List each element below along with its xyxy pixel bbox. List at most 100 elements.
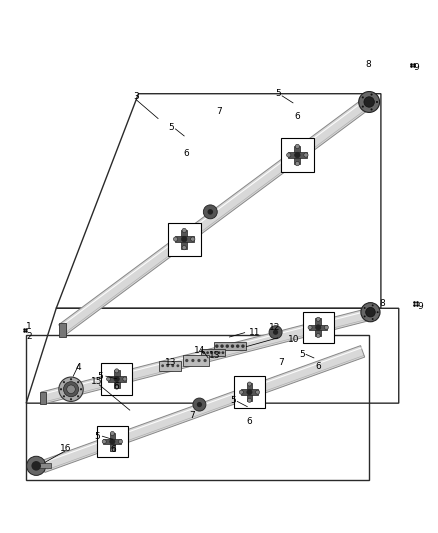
Circle shape xyxy=(366,308,375,317)
Circle shape xyxy=(27,456,46,475)
Bar xyxy=(110,433,115,450)
Text: 14: 14 xyxy=(194,345,205,354)
Circle shape xyxy=(210,351,213,354)
Circle shape xyxy=(316,334,320,337)
Circle shape xyxy=(222,351,224,354)
Circle shape xyxy=(273,329,278,335)
Circle shape xyxy=(361,303,380,322)
Text: 13: 13 xyxy=(209,351,221,360)
Bar xyxy=(288,152,307,158)
Circle shape xyxy=(226,344,229,348)
Circle shape xyxy=(295,144,300,149)
Text: 3: 3 xyxy=(134,92,139,101)
Circle shape xyxy=(67,385,75,393)
Text: 4: 4 xyxy=(76,363,81,372)
Circle shape xyxy=(110,431,114,435)
Bar xyxy=(240,389,258,395)
Circle shape xyxy=(203,205,217,219)
Bar xyxy=(303,312,334,343)
Circle shape xyxy=(269,326,282,339)
Bar xyxy=(247,383,252,401)
Text: 7: 7 xyxy=(278,358,284,367)
Text: 2: 2 xyxy=(26,332,32,341)
Circle shape xyxy=(173,237,178,241)
Bar xyxy=(175,236,194,242)
Polygon shape xyxy=(59,99,371,335)
Circle shape xyxy=(364,316,366,317)
Text: 5: 5 xyxy=(230,396,236,405)
Circle shape xyxy=(377,311,378,313)
Circle shape xyxy=(123,377,127,381)
Circle shape xyxy=(64,382,78,397)
Circle shape xyxy=(364,97,374,107)
Circle shape xyxy=(231,344,234,348)
Circle shape xyxy=(32,461,41,471)
Circle shape xyxy=(198,359,201,362)
Text: 6: 6 xyxy=(294,112,300,121)
Circle shape xyxy=(371,93,373,95)
Text: 6: 6 xyxy=(315,362,321,371)
Text: 6: 6 xyxy=(184,149,189,158)
Bar xyxy=(168,223,201,256)
Circle shape xyxy=(203,359,207,362)
Bar xyxy=(309,325,327,330)
Circle shape xyxy=(191,359,194,362)
Circle shape xyxy=(63,395,65,398)
Circle shape xyxy=(119,440,123,443)
Text: 5: 5 xyxy=(98,372,103,381)
Circle shape xyxy=(77,381,79,383)
Circle shape xyxy=(80,388,82,390)
Circle shape xyxy=(304,153,308,157)
Bar xyxy=(201,349,225,356)
Bar xyxy=(315,318,321,336)
Bar xyxy=(114,370,120,388)
Circle shape xyxy=(115,369,119,373)
Circle shape xyxy=(70,398,72,400)
Circle shape xyxy=(241,344,245,348)
Circle shape xyxy=(325,325,328,329)
Circle shape xyxy=(286,153,291,157)
Circle shape xyxy=(70,378,72,381)
Bar xyxy=(36,463,50,468)
Circle shape xyxy=(106,377,111,381)
Text: 5: 5 xyxy=(299,350,304,359)
Text: 11: 11 xyxy=(249,328,261,337)
Bar xyxy=(101,364,132,394)
Bar xyxy=(108,376,126,382)
Circle shape xyxy=(202,351,205,354)
Circle shape xyxy=(110,448,114,452)
Circle shape xyxy=(114,376,119,382)
Circle shape xyxy=(197,402,202,407)
Text: 8: 8 xyxy=(379,299,385,308)
Circle shape xyxy=(372,318,374,320)
Circle shape xyxy=(181,236,187,242)
Circle shape xyxy=(102,440,106,443)
Text: 12: 12 xyxy=(269,323,280,332)
Circle shape xyxy=(60,388,62,390)
Bar xyxy=(183,355,209,366)
Circle shape xyxy=(161,364,164,367)
Circle shape xyxy=(376,101,378,103)
Circle shape xyxy=(77,395,79,398)
Text: 6: 6 xyxy=(111,445,117,454)
Circle shape xyxy=(110,439,115,444)
Circle shape xyxy=(59,377,83,401)
Circle shape xyxy=(247,382,251,386)
Circle shape xyxy=(182,246,186,250)
Circle shape xyxy=(362,106,364,108)
Circle shape xyxy=(247,398,251,402)
Circle shape xyxy=(371,108,373,110)
Text: 8: 8 xyxy=(365,60,371,69)
Circle shape xyxy=(191,237,195,241)
Circle shape xyxy=(115,385,119,389)
Circle shape xyxy=(171,364,174,367)
Text: 7: 7 xyxy=(189,411,195,420)
Text: 9: 9 xyxy=(414,63,420,71)
Circle shape xyxy=(206,351,209,354)
Bar xyxy=(40,392,46,404)
Text: 6: 6 xyxy=(247,416,252,425)
Circle shape xyxy=(166,364,169,367)
Text: 16: 16 xyxy=(60,444,71,453)
Bar xyxy=(281,139,314,172)
Circle shape xyxy=(63,381,65,383)
